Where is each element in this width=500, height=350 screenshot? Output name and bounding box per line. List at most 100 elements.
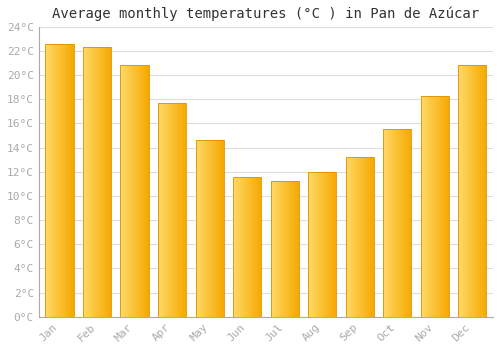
- Bar: [481, 65, 482, 317]
- Bar: [484, 65, 485, 317]
- Bar: [347, 157, 348, 317]
- Bar: [56, 44, 57, 317]
- Bar: [357, 157, 358, 317]
- Bar: [177, 103, 178, 317]
- Bar: [59, 44, 60, 317]
- Bar: [135, 65, 136, 317]
- Bar: [182, 103, 183, 317]
- Bar: [147, 65, 148, 317]
- Bar: [308, 172, 336, 317]
- Bar: [215, 140, 216, 317]
- Bar: [55, 44, 56, 317]
- Bar: [280, 181, 281, 317]
- Bar: [260, 177, 261, 317]
- Bar: [64, 44, 65, 317]
- Bar: [174, 103, 175, 317]
- Bar: [198, 140, 199, 317]
- Bar: [366, 157, 367, 317]
- Bar: [89, 47, 90, 317]
- Bar: [120, 65, 148, 317]
- Bar: [120, 65, 121, 317]
- Bar: [247, 177, 248, 317]
- Bar: [176, 103, 177, 317]
- Bar: [180, 103, 181, 317]
- Bar: [458, 65, 486, 317]
- Bar: [213, 140, 214, 317]
- Bar: [235, 177, 236, 317]
- Bar: [428, 96, 429, 317]
- Bar: [393, 130, 394, 317]
- Bar: [294, 181, 295, 317]
- Bar: [204, 140, 205, 317]
- Bar: [324, 172, 325, 317]
- Bar: [175, 103, 176, 317]
- Bar: [245, 177, 246, 317]
- Bar: [168, 103, 170, 317]
- Bar: [448, 96, 449, 317]
- Bar: [464, 65, 465, 317]
- Bar: [170, 103, 171, 317]
- Bar: [282, 181, 283, 317]
- Bar: [406, 130, 407, 317]
- Bar: [128, 65, 129, 317]
- Bar: [244, 177, 245, 317]
- Bar: [184, 103, 185, 317]
- Bar: [328, 172, 329, 317]
- Bar: [361, 157, 362, 317]
- Bar: [478, 65, 479, 317]
- Bar: [480, 65, 481, 317]
- Bar: [51, 44, 52, 317]
- Bar: [439, 96, 440, 317]
- Bar: [256, 177, 258, 317]
- Bar: [73, 44, 74, 317]
- Bar: [372, 157, 374, 317]
- Bar: [270, 181, 299, 317]
- Bar: [252, 177, 253, 317]
- Bar: [458, 65, 459, 317]
- Bar: [216, 140, 217, 317]
- Bar: [237, 177, 238, 317]
- Bar: [60, 44, 61, 317]
- Bar: [197, 140, 198, 317]
- Bar: [178, 103, 179, 317]
- Bar: [323, 172, 324, 317]
- Bar: [200, 140, 201, 317]
- Bar: [218, 140, 219, 317]
- Bar: [48, 44, 49, 317]
- Bar: [384, 130, 385, 317]
- Bar: [410, 130, 411, 317]
- Bar: [441, 96, 442, 317]
- Bar: [421, 96, 449, 317]
- Bar: [138, 65, 139, 317]
- Bar: [277, 181, 278, 317]
- Bar: [435, 96, 436, 317]
- Bar: [360, 157, 361, 317]
- Bar: [284, 181, 286, 317]
- Bar: [54, 44, 55, 317]
- Bar: [275, 181, 276, 317]
- Bar: [52, 44, 54, 317]
- Bar: [434, 96, 435, 317]
- Bar: [308, 172, 310, 317]
- Bar: [236, 177, 237, 317]
- Bar: [121, 65, 122, 317]
- Bar: [143, 65, 144, 317]
- Bar: [69, 44, 70, 317]
- Bar: [217, 140, 218, 317]
- Bar: [346, 157, 347, 317]
- Bar: [246, 177, 247, 317]
- Bar: [358, 157, 359, 317]
- Bar: [84, 47, 85, 317]
- Bar: [105, 47, 106, 317]
- Bar: [404, 130, 405, 317]
- Bar: [90, 47, 91, 317]
- Bar: [286, 181, 287, 317]
- Bar: [93, 47, 94, 317]
- Bar: [292, 181, 293, 317]
- Bar: [142, 65, 143, 317]
- Bar: [329, 172, 330, 317]
- Bar: [49, 44, 50, 317]
- Bar: [163, 103, 164, 317]
- Bar: [321, 172, 322, 317]
- Bar: [158, 103, 159, 317]
